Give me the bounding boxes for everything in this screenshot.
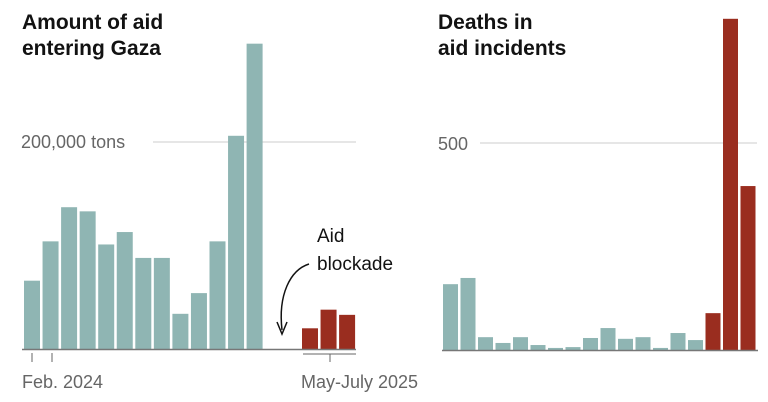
aid-bar [320, 309, 337, 349]
deaths-bar [478, 337, 493, 350]
aid-bar [302, 328, 318, 349]
deaths-bar [583, 337, 598, 350]
deaths-bar [443, 284, 458, 350]
annotation-line-2: blockade [317, 254, 393, 275]
aid-bar [135, 257, 152, 349]
deaths-bar [618, 338, 633, 350]
deaths-title-line-2: aid incidents [438, 37, 567, 60]
deaths-bar [495, 342, 511, 350]
aid-bar [98, 244, 115, 349]
aid-bar [24, 280, 40, 349]
annotation-arrow [280, 263, 310, 331]
aid-chart-title: Amount of aid entering Gaza [22, 10, 163, 62]
deaths-bar [600, 328, 616, 350]
aid-bar [172, 313, 189, 349]
deaths-bar [565, 347, 581, 350]
aid-title-line-1: Amount of aid [22, 11, 164, 34]
x-label-feb-2024: Feb. 2024 [22, 372, 103, 392]
deaths-bar [688, 340, 703, 350]
aid-bar [42, 241, 59, 349]
deaths-bar [548, 347, 563, 350]
deaths-bar [530, 345, 546, 350]
aid-title-line-2: entering Gaza [22, 37, 161, 60]
deaths-bar [653, 347, 668, 350]
deaths-bar [513, 337, 528, 350]
aid-bar [209, 241, 226, 349]
deaths-bar [635, 337, 651, 350]
deaths-y-tick-label: 500 [438, 134, 468, 154]
aid-y-tick-label: 200,000 tons [21, 132, 125, 152]
arrow-head-icon [276, 321, 288, 336]
deaths-bar [723, 18, 738, 351]
deaths-title-line-1: Deaths in [438, 11, 533, 34]
deaths-bar [705, 313, 721, 350]
deaths-bar [670, 333, 686, 350]
deaths-bar [460, 277, 476, 350]
aid-bar [190, 293, 207, 349]
aid-bar [246, 43, 263, 350]
annotation-line-1: Aid [317, 226, 344, 247]
aid-bar [153, 257, 170, 349]
aid-bar [61, 207, 78, 349]
aid-bar [116, 232, 133, 349]
aid-bar [79, 211, 96, 349]
deaths-bar [740, 186, 756, 350]
aid-bar [228, 135, 245, 349]
deaths-chart-title: Deaths in aid incidents [438, 10, 566, 62]
x-label-may-july-2025: May-July 2025 [301, 372, 418, 392]
aid-bar [339, 314, 356, 349]
